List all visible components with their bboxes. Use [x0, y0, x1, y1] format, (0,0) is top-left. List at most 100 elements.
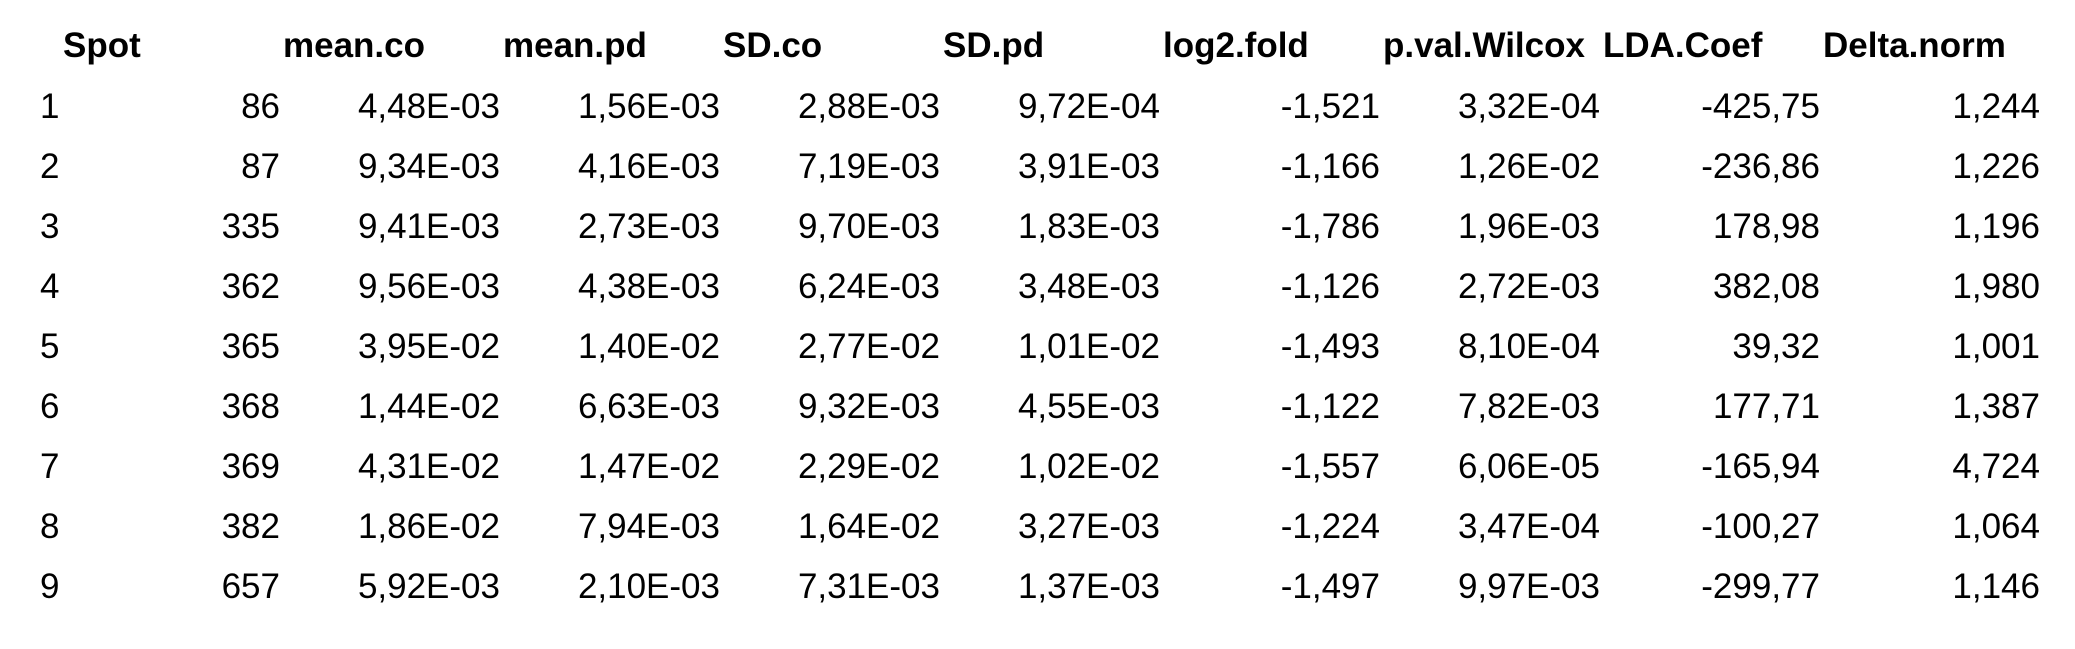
table-cell: 87	[241, 147, 280, 186]
table-cell: 1,02E-02	[1017, 447, 1160, 486]
table-cell: -1,497	[1280, 567, 1380, 606]
table-cell: 4	[40, 267, 60, 306]
table-cell: 9,56E-03	[357, 267, 500, 306]
header-cell: Delta.norm	[1823, 26, 2006, 65]
table-cell: 7,82E-03	[1457, 387, 1600, 426]
table-cell: 9,70E-03	[797, 207, 940, 246]
table-cell: 39,32	[1732, 327, 1820, 366]
table-cell: 7,94E-03	[577, 507, 720, 546]
table-cell: 1,196	[1952, 207, 2040, 246]
table-cell: 4,31E-02	[357, 447, 500, 486]
table-cell: 2,88E-03	[797, 87, 940, 126]
table-cell: 8	[40, 507, 60, 546]
table-cell: 1,86E-02	[357, 507, 500, 546]
table-cell: 3,47E-04	[1457, 507, 1600, 546]
table-cell: -1,166	[1280, 147, 1380, 186]
table-row: 8 382 1,86E-02 7,94E-03 1,64E-02 3,27E-0…	[0, 497, 2075, 557]
table-cell: 1,244	[1952, 87, 2040, 126]
table-cell: 7	[40, 447, 60, 486]
table-cell: 1,37E-03	[1017, 567, 1160, 606]
table-cell: 4,48E-03	[357, 87, 500, 126]
table-cell: 3,91E-03	[1017, 147, 1160, 186]
table-cell: 178,98	[1712, 207, 1820, 246]
table-cell: 1,47E-02	[577, 447, 720, 486]
header-cell: Spot	[63, 26, 141, 65]
table-cell: 6	[40, 387, 60, 426]
table-row: 7 369 4,31E-02 1,47E-02 2,29E-02 1,02E-0…	[0, 437, 2075, 497]
table-cell: 365	[221, 327, 280, 366]
table-cell: 1,387	[1952, 387, 2040, 426]
header-cell: SD.pd	[943, 26, 1045, 65]
table-cell: 3,95E-02	[357, 327, 500, 366]
table-cell: 2,29E-02	[797, 447, 940, 486]
table-cell: 1,226	[1952, 147, 2040, 186]
table-cell: -1,126	[1280, 267, 1380, 306]
table-cell: 1,26E-02	[1457, 147, 1600, 186]
table-cell: 1,001	[1952, 327, 2040, 366]
header-cell: mean.co	[283, 26, 425, 65]
table-cell: 4,55E-03	[1017, 387, 1160, 426]
table-cell: 1,064	[1952, 507, 2040, 546]
table-cell: 5,92E-03	[357, 567, 500, 606]
table-row: 3 335 9,41E-03 2,73E-03 9,70E-03 1,83E-0…	[0, 197, 2075, 257]
table-cell: 2	[40, 147, 60, 186]
table-cell: 382	[221, 507, 280, 546]
table-cell: 9,34E-03	[357, 147, 500, 186]
table-cell: 1	[40, 87, 60, 126]
table-cell: 3,32E-04	[1457, 87, 1600, 126]
table-cell: -425,75	[1701, 87, 1820, 126]
header-cell: log2.fold	[1163, 26, 1309, 65]
table-cell: -100,27	[1701, 507, 1820, 546]
table-cell: 3,27E-03	[1017, 507, 1160, 546]
table-cell: 362	[221, 267, 280, 306]
header-cell: p.val.Wilcox	[1383, 26, 1585, 65]
table-row: 5 365 3,95E-02 1,40E-02 2,77E-02 1,01E-0…	[0, 317, 2075, 377]
table-cell: 7,31E-03	[797, 567, 940, 606]
table-cell: 6,24E-03	[797, 267, 940, 306]
table-cell: 382,08	[1712, 267, 1820, 306]
table-cell: 9	[40, 567, 60, 606]
table-cell: 9,97E-03	[1457, 567, 1600, 606]
table-cell: 9,32E-03	[797, 387, 940, 426]
table-row: 9 657 5,92E-03 2,10E-03 7,31E-03 1,37E-0…	[0, 557, 2075, 617]
table-cell: 369	[221, 447, 280, 486]
table-cell: 335	[221, 207, 280, 246]
table-cell: 2,73E-03	[577, 207, 720, 246]
header-cell: LDA.Coef	[1603, 26, 1763, 65]
table-cell: 1,146	[1952, 567, 2040, 606]
table-cell: 368	[221, 387, 280, 426]
table-cell: 3	[40, 207, 60, 246]
table-cell: 1,83E-03	[1017, 207, 1160, 246]
table-cell: 1,96E-03	[1457, 207, 1600, 246]
table-cell: 7,19E-03	[797, 147, 940, 186]
table-cell: -299,77	[1701, 567, 1820, 606]
table-cell: 1,56E-03	[577, 87, 720, 126]
table-cell: 9,72E-04	[1017, 87, 1160, 126]
table-cell: 4,16E-03	[577, 147, 720, 186]
header-cell: SD.co	[723, 26, 823, 65]
table-cell: 657	[221, 567, 280, 606]
table-row: 1 86 4,48E-03 1,56E-03 2,88E-03 9,72E-04…	[0, 77, 2075, 137]
table-cell: -1,224	[1280, 507, 1380, 546]
table-cell: 6,06E-05	[1457, 447, 1600, 486]
table-cell: -1,493	[1280, 327, 1380, 366]
table-cell: 3,48E-03	[1017, 267, 1160, 306]
table-cell: 4,38E-03	[577, 267, 720, 306]
table-cell: 1,01E-02	[1017, 327, 1160, 366]
table-cell: -236,86	[1701, 147, 1820, 186]
table-cell: -1,786	[1280, 207, 1380, 246]
table-cell: -1,122	[1280, 387, 1380, 426]
table-cell: 2,77E-02	[797, 327, 940, 366]
table-cell: 6,63E-03	[577, 387, 720, 426]
table-cell: -1,557	[1280, 447, 1380, 486]
table-cell: 5	[40, 327, 60, 366]
table-cell: 1,64E-02	[797, 507, 940, 546]
table-cell: 9,41E-03	[357, 207, 500, 246]
header-cell: mean.pd	[503, 26, 647, 65]
table-row: 6 368 1,44E-02 6,63E-03 9,32E-03 4,55E-0…	[0, 377, 2075, 437]
table-row: 2 87 9,34E-03 4,16E-03 7,19E-03 3,91E-03…	[0, 137, 2075, 197]
table-cell: 2,72E-03	[1457, 267, 1600, 306]
table-cell: -165,94	[1701, 447, 1820, 486]
table-cell: 177,71	[1712, 387, 1820, 426]
